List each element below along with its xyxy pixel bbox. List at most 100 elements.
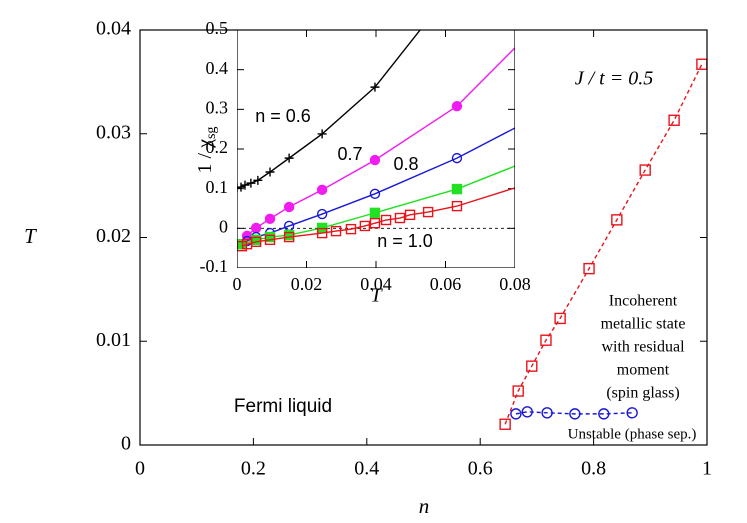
- x-tick-label: 0.2: [241, 458, 266, 480]
- x-tick-label: 0.6: [468, 458, 493, 480]
- circle-marker: [316, 208, 328, 220]
- series-label: 0.8: [393, 154, 418, 174]
- inset-y-label-main: 1 / χ: [194, 139, 216, 174]
- square-marker: [404, 209, 416, 221]
- x-tick-label: 0.4: [354, 458, 379, 480]
- square-marker: [330, 225, 342, 237]
- coupling-label: J / t = 0.5: [575, 68, 654, 90]
- x-tick-label: 0: [135, 458, 145, 480]
- y-tick-label: 0.02: [96, 225, 131, 247]
- square-marker: [554, 312, 566, 325]
- circle-marker: [264, 213, 276, 225]
- plus-marker: [237, 182, 246, 192]
- inset-annotations: T 1 / χsg n = 0.6 0.7 0.8 n = 1.0: [194, 106, 433, 307]
- x-tick-label: 0.08: [499, 274, 531, 294]
- annotations: n T J / t = 0.5 Incoherent metallic stat…: [24, 68, 696, 518]
- note-line: (spin glass): [606, 385, 679, 402]
- square-marker: [422, 206, 434, 218]
- note-line: with residual: [601, 339, 685, 356]
- x-tick-label: 0.02: [291, 274, 323, 294]
- square-marker: [316, 227, 328, 239]
- square-marker: [512, 385, 524, 397]
- series-line: [504, 63, 703, 425]
- y-tick-label: 0.1: [206, 177, 229, 197]
- x-tick-label: 0.04: [360, 274, 392, 294]
- note-line: Incoherent: [609, 293, 678, 310]
- circle-marker: [316, 184, 328, 196]
- plus-marker: [246, 178, 256, 188]
- x-tick-label: 1: [702, 458, 712, 480]
- y-tick-label: 0.5: [206, 18, 229, 38]
- curve-extension: [456, 127, 515, 159]
- square-marker: [611, 214, 623, 226]
- plus-marker: [237, 183, 242, 193]
- square-marker: [394, 212, 406, 224]
- series-label: 0.7: [337, 144, 362, 164]
- y-tick-label: 0.01: [96, 329, 131, 351]
- curve-extension: [456, 47, 515, 107]
- unstable-label: Unstable (phase sep.): [568, 426, 697, 442]
- circle-marker: [369, 188, 381, 200]
- curve-extension: [456, 187, 515, 207]
- inset-y-label-sub: sg: [204, 127, 219, 139]
- square-marker: [451, 200, 463, 212]
- circle-marker: [521, 406, 533, 418]
- curve-extension: [374, 30, 421, 88]
- square-marker: [639, 164, 651, 176]
- square-marker: [369, 207, 381, 219]
- y-tick-label: 0.4: [206, 58, 229, 78]
- y-tick-label: -0.1: [200, 256, 229, 276]
- y-tick-label: 0.03: [96, 121, 131, 143]
- plus-marker: [370, 82, 380, 92]
- note-line: metallic state: [601, 316, 686, 333]
- x-tick-label: 0.06: [430, 274, 462, 294]
- inset-plot: [237, 30, 515, 268]
- circle-marker: [598, 408, 610, 420]
- square-marker: [345, 223, 357, 235]
- plus-marker: [253, 175, 263, 185]
- curve-extension: [456, 165, 515, 190]
- y-tick-label: 0: [219, 216, 228, 236]
- series-label: n = 1.0: [377, 231, 433, 251]
- circle-marker: [451, 100, 463, 112]
- plus-marker: [265, 167, 275, 177]
- series-line: [515, 411, 633, 415]
- square-marker: [583, 262, 595, 275]
- y-tick-label: 0.3: [206, 97, 229, 117]
- square-marker: [380, 214, 392, 226]
- inset-y-label: 1 / χsg: [194, 127, 220, 174]
- fermi-label: Fermi liquid: [234, 396, 332, 417]
- x-tick-label: 0: [233, 274, 242, 294]
- note-line: moment: [617, 362, 670, 379]
- circle-marker: [250, 222, 262, 234]
- circle-marker: [626, 407, 638, 419]
- square-marker: [526, 360, 538, 372]
- y-tick-label: 0: [121, 433, 131, 455]
- circle-marker: [283, 201, 295, 213]
- y-tick-label: 0.04: [96, 18, 131, 40]
- square-marker: [369, 217, 381, 229]
- square-marker: [451, 183, 463, 195]
- y-tick-label: 0.2: [206, 137, 229, 157]
- square-marker: [668, 114, 680, 126]
- square-marker: [264, 234, 276, 246]
- square-marker: [283, 231, 295, 243]
- series-label: n = 0.6: [255, 106, 311, 126]
- square-marker: [359, 220, 371, 232]
- square-marker: [696, 58, 708, 70]
- circle-marker: [369, 154, 381, 166]
- plus-marker: [317, 129, 327, 139]
- square-marker: [250, 236, 262, 248]
- plus-marker: [284, 153, 294, 163]
- y-axis-label: T: [24, 224, 37, 248]
- square-marker: [499, 418, 511, 430]
- circle-marker: [510, 408, 522, 420]
- inset-labels: 0 0.02 0.04 0.06 0.08-0.100.10.20.30.40.5: [200, 18, 531, 294]
- x-axis-label: n: [419, 494, 430, 518]
- x-tick-label: 0.8: [581, 458, 606, 480]
- plus-marker: [240, 180, 250, 190]
- circle-marker: [451, 152, 463, 164]
- inset-x-label: T: [370, 285, 383, 307]
- circle-marker: [541, 407, 553, 419]
- square-marker: [540, 334, 552, 346]
